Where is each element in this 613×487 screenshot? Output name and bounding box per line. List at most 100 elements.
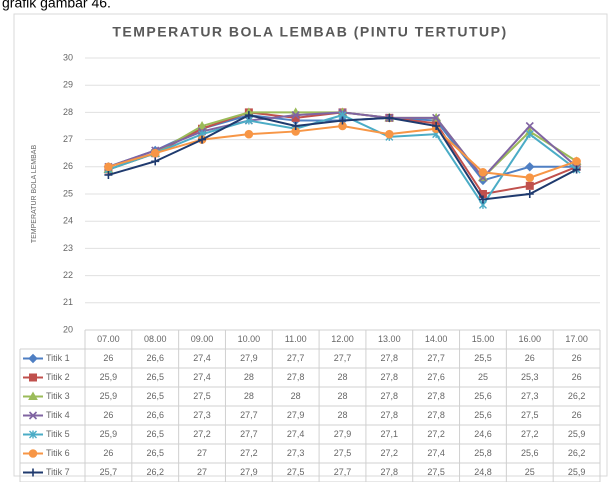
marker [150, 148, 160, 158]
marker [572, 157, 581, 166]
marker [525, 162, 535, 172]
marker [104, 162, 113, 172]
table-cell: 27 [197, 448, 207, 458]
table-cell: 27,5 [193, 391, 211, 401]
legend-label: Titik 6 [46, 448, 70, 458]
table-cell: 27,8 [287, 372, 305, 382]
table-cell: 27,3 [521, 391, 539, 401]
table-cell: 27,8 [427, 391, 445, 401]
x-tick-label: 07.00 [97, 334, 120, 344]
table-cell: 26 [572, 410, 582, 420]
table-cell: 26 [103, 448, 113, 458]
x-tick-label: 14.00 [425, 334, 448, 344]
table-cell: 26,5 [146, 391, 164, 401]
table-cell: 27,5 [287, 467, 305, 477]
table-cell: 27,5 [427, 467, 445, 477]
marker [385, 113, 394, 122]
y-axis-label: TEMPERATUR BOLA LEMBAB [31, 145, 38, 244]
y-tick-label: 27 [63, 134, 73, 144]
table-cell: 26,2 [568, 391, 586, 401]
marker [525, 173, 535, 182]
legend-marker [28, 353, 38, 364]
legend-marker [29, 468, 37, 477]
table-cell: 27,7 [240, 429, 258, 439]
marker [197, 120, 207, 130]
marker [525, 181, 534, 190]
table-cell: 27,4 [193, 353, 211, 363]
table-cell: 26 [572, 372, 582, 382]
table-cell: 26,5 [146, 448, 164, 458]
y-tick-label: 26 [63, 161, 73, 171]
y-tick-label: 20 [63, 324, 73, 334]
caption: grafik gambar 46. [2, 0, 111, 11]
table-cell: 27,4 [287, 429, 305, 439]
table-cell: 25,9 [568, 429, 586, 439]
table-cell: 25,9 [568, 467, 586, 477]
table-cell: 27,4 [193, 372, 211, 382]
y-tick-label: 25 [63, 188, 73, 198]
marker [244, 129, 254, 139]
table-cell: 27,9 [287, 410, 305, 420]
table-cell: 27,2 [521, 429, 539, 439]
table-cell: 27,8 [381, 467, 399, 477]
table-cell: 27,7 [427, 353, 445, 363]
x-tick-label: 16.00 [519, 334, 542, 344]
x-tick-label: 13.00 [378, 334, 401, 344]
marker [198, 135, 207, 144]
table-cell: 25 [525, 467, 535, 477]
marker [432, 113, 441, 122]
x-tick-label: 11.00 [285, 334, 307, 344]
table-cell: 26,6 [146, 353, 164, 363]
table-cell: 27,3 [287, 448, 305, 458]
legend-marker [28, 411, 38, 420]
table-cell: 25 [478, 372, 488, 382]
chart-title: TEMPERATUR BOLA LEMBAB (PINTU TERTUTUP) [112, 24, 507, 40]
table-cell: 26,5 [146, 372, 164, 382]
table-cell: 27,2 [381, 448, 399, 458]
marker [525, 190, 534, 198]
table-cell: 27,7 [334, 353, 352, 363]
legend-marker [28, 449, 38, 458]
table-cell: 27,8 [381, 372, 399, 382]
table-cell: 28 [244, 391, 254, 401]
marker [104, 170, 113, 179]
table-cell: 27,8 [381, 353, 399, 363]
x-tick-label: 10.00 [238, 334, 261, 344]
table-cell: 27,9 [334, 429, 352, 439]
table-cell: 27,9 [240, 467, 258, 477]
table-cell: 25,8 [474, 448, 492, 458]
table-cell: 26 [572, 353, 582, 363]
table-cell: 26,5 [146, 429, 164, 439]
table-cell: 27,7 [287, 353, 305, 363]
legend-marker [29, 373, 37, 382]
marker [478, 167, 488, 177]
table-cell: 27,2 [240, 448, 258, 458]
table-cell: 25,6 [474, 391, 492, 401]
table-cell: 27,4 [427, 448, 445, 458]
table-cell: 25,9 [100, 429, 118, 439]
y-tick-label: 21 [63, 297, 73, 307]
marker [525, 130, 534, 139]
table-cell: 26,6 [146, 410, 164, 420]
marker [385, 129, 394, 139]
table-cell: 28 [337, 391, 347, 401]
table-cell: 25,3 [521, 372, 539, 382]
table-cell: 27,5 [334, 448, 352, 458]
x-tick-label: 12.00 [331, 334, 354, 344]
chart-frame [13, 13, 608, 477]
table-cell: 27,8 [427, 410, 445, 420]
table-cell: 25,7 [100, 467, 118, 477]
table-cell: 26 [103, 353, 113, 363]
table-cell: 26 [103, 410, 113, 420]
marker [338, 116, 347, 125]
table-cell: 27,3 [193, 410, 211, 420]
table-cell: 27,7 [240, 410, 258, 420]
table-cell: 27,7 [334, 467, 352, 477]
table-cell: 28 [244, 372, 254, 382]
x-tick-label: 15.00 [472, 334, 495, 344]
y-tick-label: 30 [63, 52, 73, 62]
marker [291, 122, 300, 130]
table-cell: 28 [291, 391, 301, 401]
marker [478, 195, 487, 204]
